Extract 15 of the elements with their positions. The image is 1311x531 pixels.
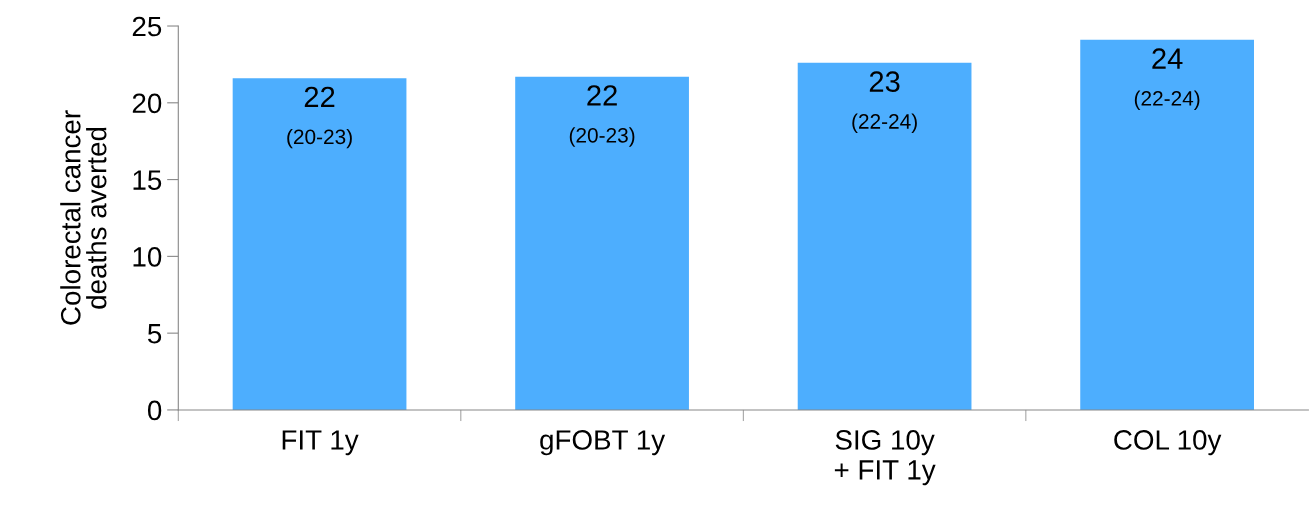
y-tick-label: 0 <box>147 400 162 421</box>
y-tick-label: 20 <box>132 93 162 114</box>
y-tick-label: 15 <box>133 170 162 190</box>
y-tick-label: 5 <box>147 324 162 344</box>
y-tick-label: 10 <box>133 247 162 267</box>
x-tick-label: gFOBT 1y <box>540 430 666 456</box>
x-tick-label: COL 10y <box>1114 430 1222 456</box>
x-tick-label: SIG 10y + FIT 1y <box>834 430 936 486</box>
y-axis-title: Colorectal cancer deaths averted <box>60 110 107 325</box>
x-tick-label: FIT 1y <box>282 430 359 456</box>
data-label: 22 (20-23) <box>569 85 635 147</box>
data-label: 24 (22-24) <box>1134 48 1200 110</box>
y-tick-label: 25 <box>132 16 162 37</box>
data-label: 22 (20-23) <box>287 86 352 149</box>
data-label: 23 (22-24) <box>852 71 917 133</box>
